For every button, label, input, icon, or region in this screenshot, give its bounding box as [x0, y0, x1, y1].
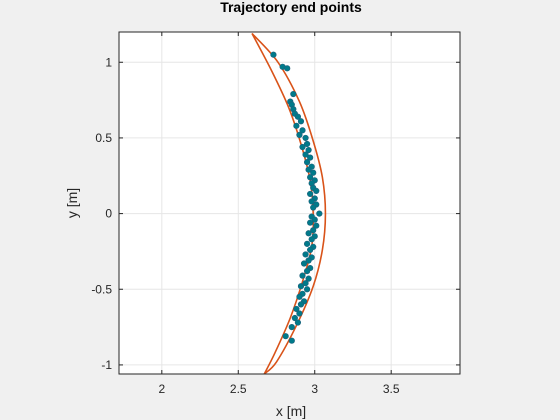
data-point [307, 190, 314, 198]
data-point [305, 275, 312, 282]
data-point [308, 236, 315, 243]
data-point [303, 268, 311, 275]
data-point [296, 293, 303, 300]
ticks: 2 2.5 3 3.5 1 0.5 0 -0.5 -1 [91, 32, 460, 396]
data-point [310, 204, 317, 211]
data-point [299, 127, 306, 134]
data-point [307, 246, 314, 254]
data-point [293, 122, 300, 129]
data-point [302, 134, 309, 142]
data-point [302, 151, 309, 158]
data-point [296, 310, 303, 317]
data-point [303, 159, 311, 166]
data-point [305, 230, 312, 237]
boundary-inner-curve [251, 33, 315, 374]
data-point [290, 90, 297, 98]
data-point [305, 166, 312, 173]
data-point [302, 251, 309, 258]
data-point [297, 118, 305, 125]
data-point [297, 301, 305, 308]
x-tick-label: 2 [158, 382, 165, 396]
data-point [313, 187, 320, 194]
data-point [307, 154, 314, 161]
y-tick-label: 0.5 [95, 131, 112, 145]
data-point [282, 333, 289, 340]
data-point [297, 283, 305, 290]
data-point [288, 337, 295, 344]
data-point [284, 65, 291, 72]
data-point [299, 143, 306, 151]
data-point [308, 198, 315, 205]
y-tick-label: -1 [101, 358, 112, 372]
data-point [316, 210, 323, 217]
data-point [310, 227, 317, 234]
data-point [302, 280, 309, 287]
x-tick-label: 2.5 [230, 382, 247, 396]
data-point [296, 131, 303, 138]
data-point [293, 305, 300, 313]
data-point [305, 257, 312, 264]
data-point [270, 51, 277, 58]
y-tick-label: -0.5 [91, 282, 112, 296]
data-point [294, 113, 302, 120]
axes-frame [118, 31, 461, 375]
y-tick-label: 1 [105, 55, 112, 69]
data-point [307, 174, 314, 181]
y-axis-label: y [m] [64, 188, 80, 218]
data-point [291, 314, 298, 322]
x-axis-label: x [m] [276, 403, 306, 419]
data-point [310, 169, 317, 176]
x-tick-label: 3.5 [383, 382, 400, 396]
boundary-outer-curve [251, 32, 327, 374]
data-points [270, 51, 323, 344]
data-point [313, 222, 320, 229]
data-point [294, 319, 302, 326]
data-point [305, 146, 312, 154]
data-point [311, 216, 318, 223]
chart-title: Trajectory end points [220, 0, 362, 15]
x-tick-label: 3 [311, 382, 318, 396]
data-point [299, 272, 306, 279]
data-point [300, 260, 308, 267]
grid [119, 32, 460, 374]
data-point [307, 219, 314, 226]
y-tick-label: 0 [105, 207, 112, 221]
data-point [303, 140, 311, 148]
boundary-curves [251, 32, 327, 374]
data-point [288, 323, 295, 331]
data-point [303, 240, 311, 247]
plot-area [119, 32, 460, 374]
data-point [303, 286, 311, 293]
